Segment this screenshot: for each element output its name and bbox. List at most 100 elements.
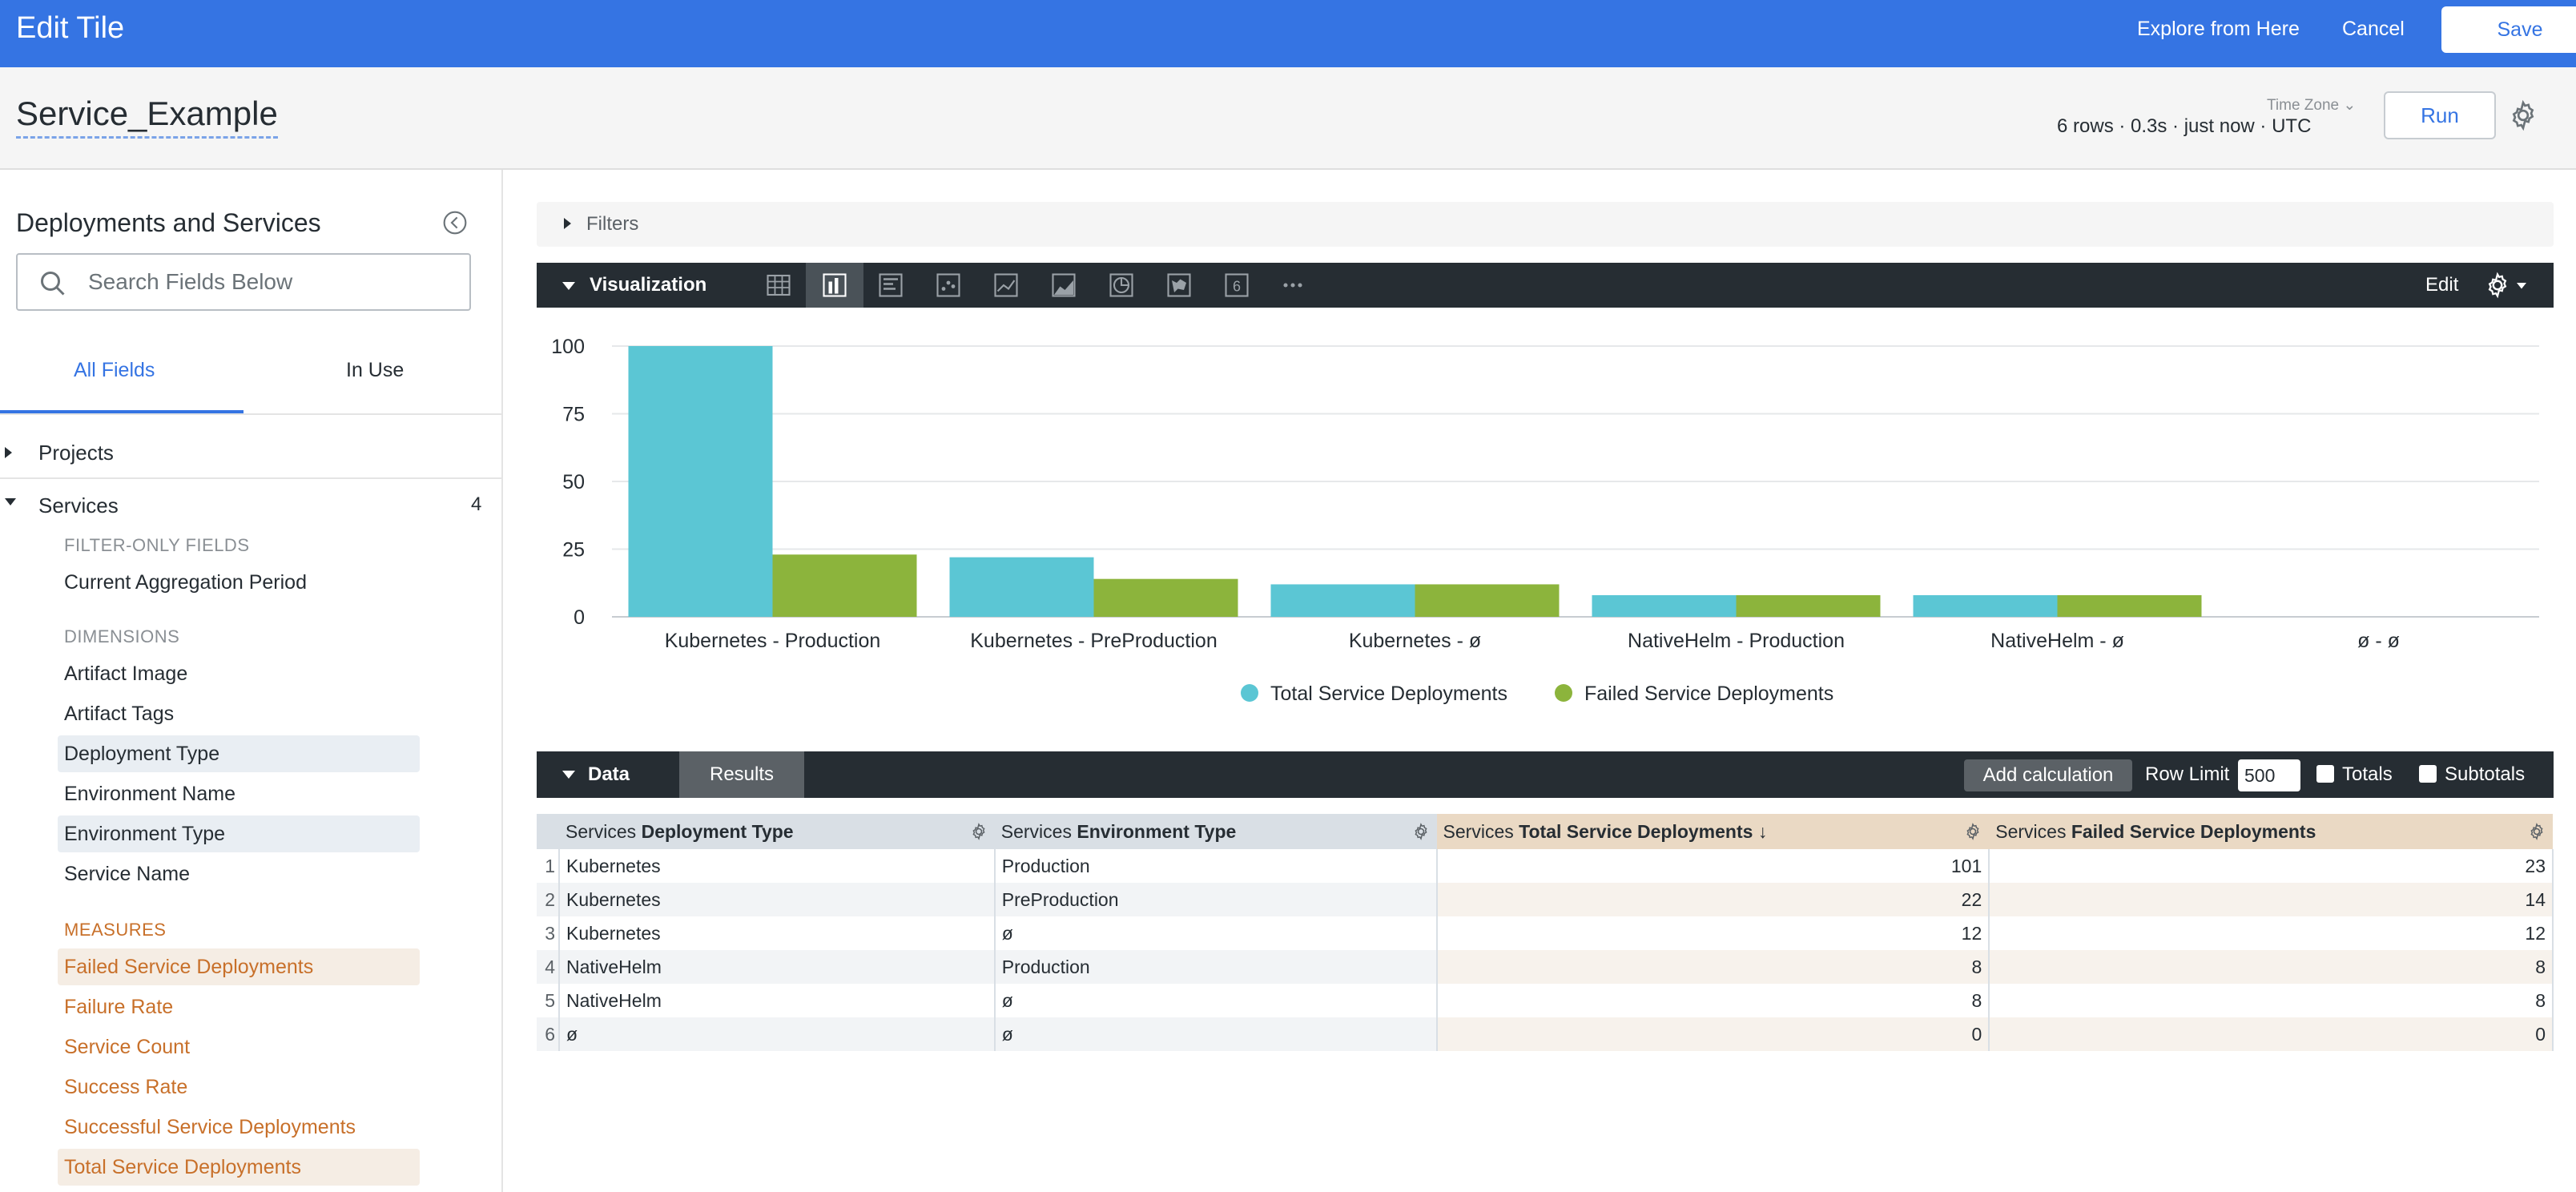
single-value-icon[interactable]: 6 (1222, 271, 1251, 300)
field-total-service-deployments[interactable]: Total Service Deployments (58, 1149, 420, 1186)
x-tick-label: Kubernetes - Production (665, 630, 881, 652)
cancel-button[interactable]: Cancel (2342, 18, 2405, 40)
single-value-glyph: 6 (1233, 279, 1241, 295)
field-current-aggregation-period[interactable]: Current Aggregation Period (64, 571, 307, 594)
bar (628, 346, 773, 617)
column-header-environment-type[interactable]: Services Environment Type (994, 814, 1437, 849)
table-row: 5 NativeHelm ø 8 8 (537, 984, 2554, 1017)
edit-visualization-button[interactable]: Edit (2425, 274, 2459, 296)
field-success-rate[interactable]: Success Rate (64, 1076, 188, 1098)
table-cell[interactable]: 12 (1436, 916, 1990, 950)
totals-checkbox[interactable] (2316, 765, 2334, 783)
collapse-sidebar-icon[interactable] (442, 210, 468, 236)
table-cell[interactable]: ø (994, 916, 1438, 950)
table-cell[interactable]: 0 (1436, 1017, 1990, 1051)
bar (949, 557, 1094, 617)
table-cell[interactable]: 14 (1989, 883, 2554, 916)
area-chart-icon[interactable] (1049, 271, 1078, 300)
field-environment-type[interactable]: Environment Type (58, 815, 420, 852)
table-icon[interactable] (764, 271, 793, 300)
line-chart-icon[interactable] (992, 271, 1020, 300)
field-failure-rate[interactable]: Failure Rate (64, 996, 174, 1018)
field-environment-name[interactable]: Environment Name (64, 783, 235, 805)
row-limit-label: Row Limit (2145, 763, 2230, 785)
more-icon[interactable] (1278, 271, 1307, 300)
pie-chart-icon[interactable] (1107, 271, 1136, 300)
add-calculation-button[interactable]: Add calculation (1964, 759, 2132, 791)
table-row: 4 NativeHelm Production 8 8 (537, 950, 2554, 984)
x-tick-label: Kubernetes - PreProduction (970, 630, 1218, 652)
subtotals-label: Subtotals (2445, 763, 2526, 785)
table-cell[interactable]: Kubernetes (558, 883, 996, 916)
table-cell[interactable]: 8 (1436, 984, 1990, 1017)
field-artifact-image[interactable]: Artifact Image (64, 662, 188, 685)
results-table: Services Deployment Type Services Enviro… (537, 814, 2554, 1051)
bar (1093, 578, 1238, 617)
field-artifact-tags[interactable]: Artifact Tags (64, 703, 175, 725)
bar-chart-icon[interactable] (876, 271, 905, 300)
chevron-down-icon: ⌄ (2343, 97, 2357, 114)
table-cell[interactable]: 12 (1989, 916, 2554, 950)
table-row: 2 Kubernetes PreProduction 22 14 (537, 883, 2554, 916)
row-number: 6 (537, 1017, 560, 1051)
subtotals-checkbox[interactable] (2419, 765, 2437, 783)
gear-icon[interactable] (1963, 822, 1982, 841)
table-cell[interactable]: 101 (1436, 849, 1990, 883)
tab-all-fields[interactable]: All Fields (74, 359, 155, 381)
row-number: 1 (537, 849, 560, 883)
x-tick-label: Kubernetes - ø (1349, 630, 1481, 652)
table-cell[interactable]: Kubernetes (558, 916, 996, 950)
table-cell[interactable]: 23 (1989, 849, 2554, 883)
field-deployment-type[interactable]: Deployment Type (58, 735, 420, 772)
column-header-failed-service-deployments[interactable]: Services Failed Service Deployments (1989, 814, 2553, 849)
table-cell[interactable]: 8 (1989, 984, 2554, 1017)
table-cell[interactable]: 8 (1436, 950, 1990, 984)
caret-down-icon[interactable] (562, 771, 575, 779)
gear-icon[interactable] (2483, 271, 2531, 300)
gear-icon[interactable] (2527, 822, 2546, 841)
save-button[interactable]: Save (2441, 6, 2576, 53)
table-cell[interactable]: ø (994, 1017, 1438, 1051)
column-header-total-service-deployments[interactable]: Services Total Service Deployments ↓ (1436, 814, 1990, 849)
timezone-dropdown[interactable]: Time Zone ⌄ (2267, 97, 2357, 114)
search-fields-input[interactable] (16, 253, 471, 311)
visualization-label[interactable]: Visualization (590, 274, 707, 296)
gear-icon[interactable] (2507, 99, 2539, 131)
results-tab[interactable]: Results (679, 751, 804, 798)
scatter-icon[interactable] (934, 271, 963, 300)
table-cell[interactable]: 22 (1436, 883, 1990, 916)
table-cell[interactable]: ø (558, 1017, 996, 1051)
table-cell[interactable]: Production (994, 950, 1438, 984)
caret-down-icon[interactable] (562, 282, 575, 290)
table-cell[interactable]: NativeHelm (558, 950, 996, 984)
data-bar: Data Results Add calculation Row Limit T… (537, 751, 2554, 798)
table-cell[interactable]: 0 (1989, 1017, 2554, 1051)
table-row: 1 Kubernetes Production 101 23 (537, 849, 2554, 883)
table-cell[interactable]: PreProduction (994, 883, 1438, 916)
legend-swatch (1241, 684, 1258, 702)
run-button[interactable]: Run (2384, 91, 2496, 139)
search-icon (41, 272, 65, 296)
data-tab[interactable]: Data (588, 763, 630, 785)
field-service-name[interactable]: Service Name (64, 863, 190, 885)
table-cell[interactable]: 8 (1989, 950, 2554, 984)
group-projects[interactable]: Projects (38, 441, 114, 465)
row-number: 2 (537, 883, 560, 916)
table-cell[interactable]: ø (994, 984, 1438, 1017)
table-cell[interactable]: Production (994, 849, 1438, 883)
field-service-count[interactable]: Service Count (64, 1036, 191, 1058)
column-header-deployment-type[interactable]: Services Deployment Type (558, 814, 995, 849)
tab-in-use[interactable]: In Use (346, 359, 405, 381)
table-cell[interactable]: Kubernetes (558, 849, 996, 883)
gear-icon[interactable] (969, 822, 988, 841)
gear-icon[interactable] (1411, 822, 1431, 841)
explore-from-here-link[interactable]: Explore from Here (2137, 18, 2300, 40)
table-cell[interactable]: NativeHelm (558, 984, 996, 1017)
map-icon[interactable] (1165, 271, 1193, 300)
filters-section[interactable]: Filters (537, 202, 2554, 247)
tile-name[interactable]: Service_Example (16, 95, 278, 139)
field-successful-service-deployments[interactable]: Successful Service Deployments (64, 1116, 356, 1138)
field-failed-service-deployments[interactable]: Failed Service Deployments (58, 948, 420, 985)
row-limit-input[interactable] (2238, 759, 2300, 791)
group-services[interactable]: Services (38, 493, 119, 517)
